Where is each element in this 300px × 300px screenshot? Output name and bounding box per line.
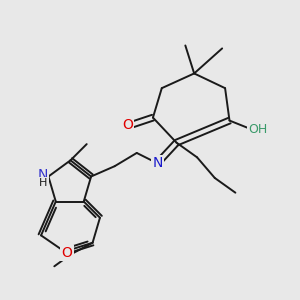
Text: OH: OH [248, 123, 268, 136]
Text: O: O [61, 246, 72, 260]
Text: H: H [39, 178, 47, 188]
Text: O: O [122, 118, 134, 132]
Text: N: N [38, 168, 48, 182]
Text: N: N [152, 156, 163, 170]
